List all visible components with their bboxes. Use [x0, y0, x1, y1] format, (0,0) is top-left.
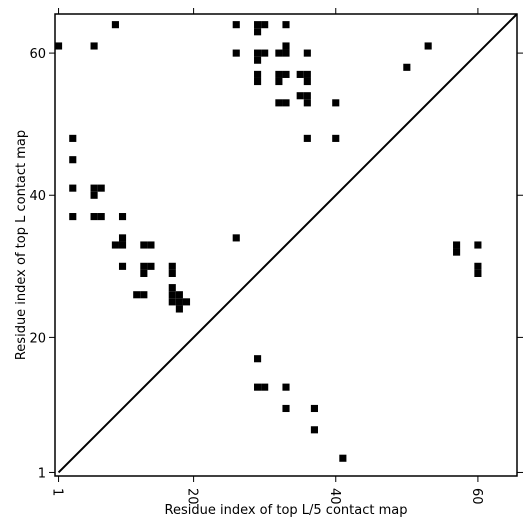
contact-point-top-l [303, 99, 311, 107]
contact-point-top-l [140, 262, 148, 270]
points-layer [55, 21, 482, 462]
contact-point-top-l [303, 134, 311, 142]
contact-point-top-l [147, 262, 155, 270]
contact-point-top-l [140, 269, 148, 277]
contact-point-top-l [69, 156, 77, 164]
contact-point-top-l [140, 241, 148, 249]
contact-point-top-l [90, 213, 98, 221]
contact-point-top-l [168, 262, 176, 270]
x-tick-label: 1 [50, 488, 65, 496]
plot-frame [54, 13, 518, 477]
y-axis-label: Residue index of top L contact map [14, 130, 29, 360]
y-tick-label: 20 [29, 331, 46, 346]
contact-point-top-l [275, 49, 283, 57]
contact-point-top-l [424, 42, 432, 50]
contact-point-top-l [118, 262, 127, 270]
contact-point-top-l [182, 298, 191, 306]
contact-point-top-l5 [310, 426, 318, 434]
x-tick-label: 40 [327, 488, 342, 505]
contact-point-top-l [133, 291, 141, 299]
contact-point-top-l [254, 21, 262, 29]
contact-point-top-l [232, 234, 240, 242]
contact-point-top-l5 [261, 383, 269, 391]
contact-point-top-l5 [310, 404, 318, 413]
contact-point-top-l [282, 42, 290, 50]
contact-point-top-l5 [254, 383, 262, 391]
contact-point-top-l [90, 184, 98, 192]
contact-point-top-l [254, 70, 262, 78]
contact-point-top-l5 [282, 383, 290, 391]
contact-point-top-l5 [474, 241, 482, 249]
contact-point-top-l [275, 70, 283, 78]
contact-point-top-l [275, 77, 283, 86]
contact-point-top-l5 [453, 241, 461, 249]
contact-point-top-l [168, 284, 176, 292]
y-tick-label: 40 [29, 189, 46, 204]
contact-point-top-l [140, 291, 148, 299]
contact-point-top-l [97, 184, 105, 192]
contact-point-top-l [175, 291, 183, 299]
contact-point-top-l [111, 241, 119, 249]
contact-point-top-l5 [254, 355, 262, 363]
contact-point-top-l [254, 28, 262, 36]
x-tick-label: 20 [185, 488, 200, 505]
y-tick-label: 1 [38, 466, 46, 481]
contact-point-top-l5 [474, 269, 482, 277]
contact-point-top-l [118, 213, 127, 221]
contact-point-top-l [97, 213, 105, 221]
y-tick-label: 60 [29, 47, 46, 62]
contact-point-top-l [69, 213, 77, 221]
contact-point-top-l [303, 92, 311, 100]
contact-point-top-l [69, 184, 77, 192]
contact-point-top-l [332, 99, 340, 107]
contact-point-top-l [175, 298, 183, 306]
contact-point-top-l [111, 21, 119, 29]
contact-point-top-l [69, 134, 77, 142]
contact-point-top-l [118, 241, 127, 249]
contact-point-top-l [254, 56, 262, 64]
x-tick-label: 60 [469, 488, 484, 505]
x-axis-label: Residue index of top L/5 contact map [165, 503, 408, 518]
contact-point-top-l5 [453, 248, 461, 256]
contact-point-top-l [118, 234, 127, 242]
contact-point-top-l [168, 269, 176, 277]
contact-point-top-l [232, 49, 240, 57]
contact-point-top-l5 [282, 404, 290, 413]
contact-point-top-l [55, 42, 63, 50]
contact-point-top-l [332, 134, 340, 142]
contact-point-top-l [168, 298, 176, 306]
contact-point-top-l [296, 92, 304, 100]
contact-point-top-l [303, 77, 311, 86]
contact-point-top-l [254, 49, 262, 57]
contact-point-top-l [275, 99, 283, 107]
contact-point-top-l [303, 70, 311, 78]
contact-point-top-l [296, 70, 304, 78]
contact-point-top-l5 [339, 454, 347, 462]
contact-point-top-l [232, 21, 240, 29]
contact-point-top-l [282, 21, 290, 29]
contact-point-top-l [90, 191, 98, 199]
contact-point-top-l5 [474, 262, 482, 270]
contact-point-top-l [261, 21, 269, 29]
diagonal-line [57, 13, 518, 474]
contact-point-top-l [282, 99, 290, 107]
contact-point-top-l [254, 77, 262, 86]
contact-point-top-l [90, 42, 98, 50]
contact-point-top-l [261, 49, 269, 57]
contact-point-top-l [282, 49, 290, 57]
contact-point-top-l [168, 291, 176, 299]
ticks-layer: 1 20 40 60 1 20 40 60 [29, 8, 523, 505]
contact-point-top-l [147, 241, 155, 249]
contact-point-top-l [403, 63, 411, 71]
contact-point-top-l [282, 70, 290, 78]
contact-point-top-l [303, 49, 311, 57]
contact-point-top-l [175, 305, 183, 313]
